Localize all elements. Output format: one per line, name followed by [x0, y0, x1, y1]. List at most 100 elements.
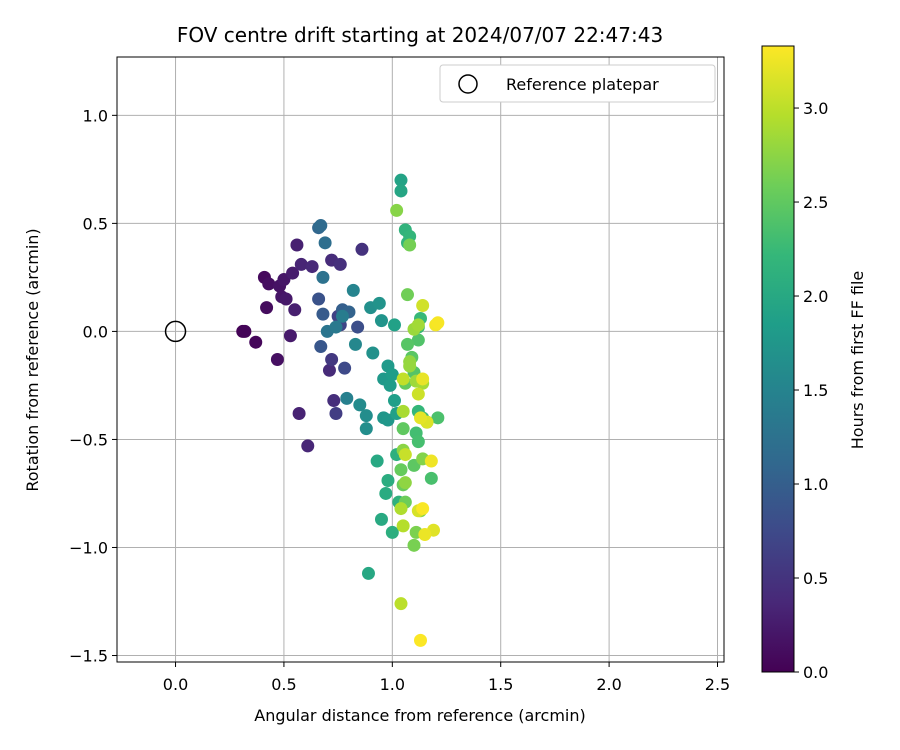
data-point: [333, 257, 347, 271]
data-point: [385, 525, 399, 539]
data-point: [260, 301, 274, 315]
x-axis-ticks: 0.0 0.5 1.0 1.5 2.0 2.5: [163, 662, 730, 694]
data-point: [314, 219, 328, 233]
data-point: [394, 184, 408, 198]
y-tick-label: 0.0: [83, 322, 108, 341]
data-point: [396, 519, 410, 533]
data-point: [335, 309, 349, 323]
data-point: [394, 502, 408, 516]
data-point: [387, 394, 401, 408]
plot-frame: [116, 56, 725, 663]
data-point: [301, 439, 315, 453]
data-point: [394, 463, 408, 477]
data-point: [238, 324, 252, 338]
data-point: [424, 471, 438, 485]
data-point: [292, 407, 306, 421]
chart-title: FOV centre drift starting at 2024/07/07 …: [177, 23, 663, 47]
x-tick-label: 1.0: [380, 675, 405, 694]
data-point: [390, 203, 404, 217]
data-point: [431, 316, 445, 330]
x-tick-label: 2.0: [596, 675, 621, 694]
legend: Reference platepar: [439, 64, 716, 103]
data-point: [403, 359, 417, 373]
data-point: [338, 361, 352, 375]
data-point: [348, 337, 362, 351]
legend-box: [439, 64, 716, 103]
colorbar-tick-label: 1.0: [803, 475, 828, 494]
data-point: [270, 353, 284, 366]
data-point: [312, 292, 326, 306]
legend-entry-reference: Reference platepar: [506, 75, 659, 94]
data-point: [305, 260, 319, 274]
colorbar-tick-label: 2.5: [803, 193, 828, 212]
data-point: [346, 283, 360, 297]
data-point: [325, 353, 339, 366]
data-point: [372, 296, 386, 310]
data-point: [394, 597, 408, 611]
data-point: [286, 266, 300, 280]
data-point: [387, 318, 401, 332]
x-axis-label: Angular distance from reference (arcmin): [254, 706, 585, 725]
data-point: [416, 502, 430, 516]
data-point: [400, 337, 414, 351]
colorbar-tick-label: 1.5: [803, 381, 828, 400]
data-point: [398, 448, 412, 462]
data-point: [353, 398, 367, 412]
data-point: [359, 422, 373, 436]
data-point: [396, 404, 410, 418]
data-point: [411, 333, 425, 347]
data-point: [383, 378, 397, 392]
data-point: [314, 340, 328, 354]
x-tick-label: 0.5: [271, 675, 296, 694]
data-point: [381, 474, 395, 487]
colorbar-label: Hours from first FF file: [848, 271, 867, 450]
colorbar-gradient: [761, 45, 795, 673]
data-point: [407, 538, 421, 552]
data-point: [370, 454, 384, 468]
data-point: [396, 372, 410, 386]
colorbar-tick-label: 0.5: [803, 569, 828, 588]
y-tick-label: −1.0: [69, 538, 108, 557]
data-point: [374, 512, 388, 526]
data-point: [366, 346, 380, 360]
data-point: [403, 238, 417, 252]
data-point: [316, 307, 330, 321]
y-tick-label: −1.5: [69, 647, 108, 666]
data-point: [290, 238, 304, 252]
data-point: [416, 372, 430, 386]
data-point: [400, 288, 414, 302]
x-tick-label: 0.0: [163, 675, 188, 694]
data-point: [361, 566, 375, 580]
data-point: [249, 335, 263, 349]
data-point: [411, 318, 425, 332]
data-point: [351, 320, 365, 334]
data-points: [164, 173, 445, 647]
y-tick-label: 0.5: [83, 214, 108, 233]
y-axis-label: Rotation from reference (arcmin): [23, 228, 42, 491]
data-point: [374, 314, 388, 328]
data-point: [398, 476, 412, 490]
data-point: [359, 409, 373, 423]
data-point: [355, 242, 369, 256]
data-point: [294, 257, 308, 271]
data-point: [316, 270, 330, 284]
y-tick-label: 1.0: [83, 106, 108, 125]
colorbar: 0.0 0.5 1.0 1.5 2.0 2.5 3.0 Hours from first F…: [761, 45, 867, 682]
y-tick-label: −0.5: [69, 430, 108, 449]
data-point: [414, 633, 427, 647]
reference-platepar-marker: [164, 320, 187, 343]
data-point: [416, 298, 430, 312]
data-point: [385, 368, 399, 382]
y-axis-ticks: −1.5 −1.0 −0.5 0.0 0.5 1.0: [69, 106, 117, 666]
data-point: [327, 394, 341, 408]
colorbar-ticks: 0.0 0.5 1.0 1.5 2.0 2.5 3.0: [794, 99, 828, 682]
data-point: [396, 422, 410, 436]
grid: [117, 57, 724, 662]
data-point: [279, 292, 293, 306]
data-point: [418, 528, 432, 542]
x-tick-label: 1.5: [488, 675, 513, 694]
data-point: [329, 320, 343, 334]
data-point: [394, 173, 408, 187]
data-point: [283, 329, 297, 343]
